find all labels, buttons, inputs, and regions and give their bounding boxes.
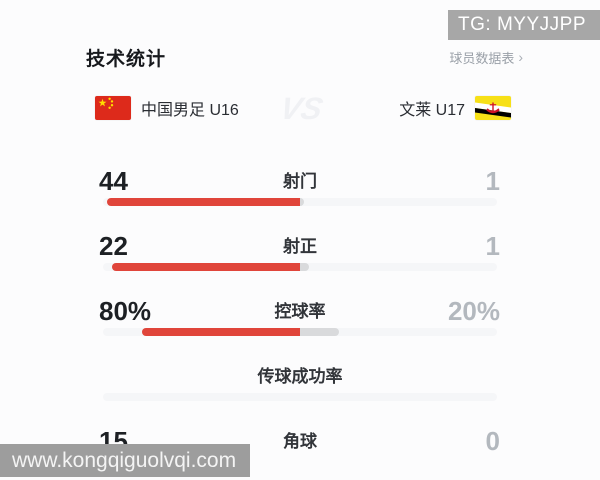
stat-label: 控球率 [274, 302, 326, 321]
away-bar-fill [300, 198, 305, 206]
home-value: 80% [99, 296, 152, 326]
away-bar-fill [300, 263, 309, 271]
teams-row: 中国男足 U16 VS 文莱 U17 [95, 91, 511, 126]
player-data-link-label: 球员数据表 [449, 50, 515, 66]
stat-bar-track [103, 328, 497, 336]
stat-label: 角球 [283, 432, 317, 451]
stat-bar-track [103, 393, 497, 401]
china-flag-icon [95, 96, 131, 120]
stats-header: 技术统计 球员数据表 › [86, 44, 523, 70]
away-bar-fill [300, 328, 340, 336]
away-value: 1 [485, 231, 500, 261]
brunei-flag-icon [475, 96, 511, 120]
stat-bar-track [103, 263, 497, 271]
home-value: 22 [99, 231, 128, 261]
stat-row: 80% 20% 控球率 [0, 288, 600, 353]
vs-watermark: VS [277, 91, 326, 126]
stat-label: 传球成功率 [257, 367, 343, 386]
home-team: 中国男足 U16 [95, 96, 239, 120]
player-data-link[interactable]: 球员数据表 › [449, 48, 523, 67]
page-title: 技术统计 [86, 48, 167, 70]
stat-row: 传球成功率 [0, 353, 600, 418]
home-bar-fill [111, 263, 300, 271]
away-value: 0 [485, 426, 500, 456]
away-team: 文莱 U17 [399, 96, 511, 120]
away-value: 1 [485, 166, 500, 196]
home-value: 44 [99, 166, 128, 196]
away-value: 20% [447, 296, 500, 326]
stat-label: 射门 [283, 172, 317, 191]
stat-row: 22 1 射正 [0, 223, 600, 288]
site-watermark: www.kongqiguolvqi.com [0, 444, 250, 477]
stat-row: 44 1 射门 [0, 158, 600, 223]
home-team-name: 中国男足 U16 [141, 102, 239, 119]
home-bar-fill [142, 328, 300, 336]
stat-bar-track [103, 198, 497, 206]
stats-list: 44 1 射门 22 1 射正 80% 20% 控球率 [0, 158, 600, 480]
telegram-watermark: TG: MYYJJPP [448, 10, 600, 40]
home-bar-fill [107, 198, 300, 206]
chevron-right-icon: › [518, 49, 523, 65]
away-team-name: 文莱 U17 [399, 102, 465, 119]
stat-label: 射正 [283, 237, 317, 256]
